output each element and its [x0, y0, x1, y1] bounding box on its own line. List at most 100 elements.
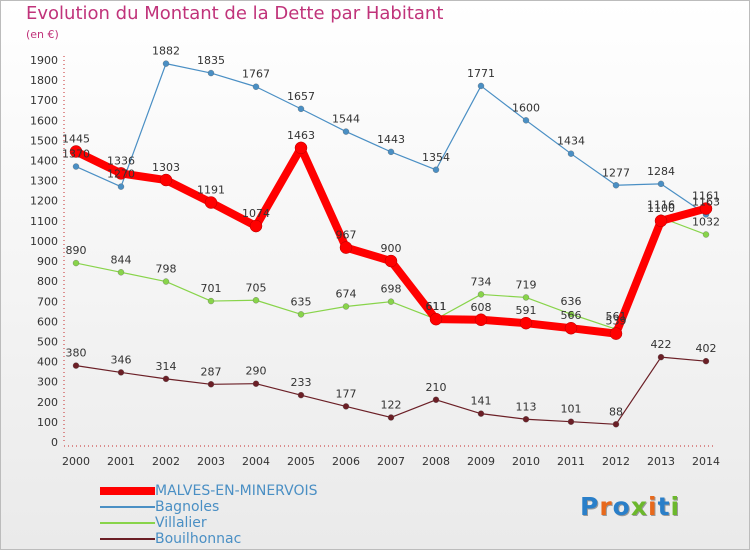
- data-label-0: 566: [561, 309, 582, 322]
- y-tick-label: 1900: [30, 54, 58, 67]
- data-label-3: 402: [696, 342, 717, 355]
- data-point-0: [384, 254, 398, 268]
- data-label-1: 1443: [377, 133, 405, 146]
- y-tick-label: 1000: [30, 235, 58, 248]
- data-label-3: 101: [561, 403, 582, 416]
- chart-subtitle: (en €): [26, 28, 59, 41]
- data-point-3: [702, 358, 710, 365]
- x-tick-label: 2003: [197, 455, 225, 468]
- y-tick-label: 800: [37, 275, 58, 288]
- data-label-3: 233: [291, 376, 312, 389]
- y-tick-label: 1800: [30, 74, 58, 87]
- data-point-0: [429, 312, 443, 326]
- data-label-1: 1771: [467, 67, 495, 80]
- data-point-2: [72, 259, 80, 267]
- data-label-1: 1370: [62, 148, 90, 161]
- data-point-2: [117, 269, 125, 276]
- data-label-2: 1116: [647, 199, 675, 212]
- data-point-1: [432, 166, 440, 173]
- x-tick-label: 2004: [242, 455, 270, 468]
- y-tick-label: 500: [37, 335, 58, 348]
- y-tick-label: 1400: [30, 155, 58, 168]
- data-point-3: [612, 421, 620, 428]
- data-label-0: 1303: [152, 161, 180, 174]
- data-point-3: [297, 392, 305, 399]
- x-tick-label: 2006: [332, 455, 360, 468]
- y-tick-label: 0: [51, 436, 58, 449]
- data-label-0: 1100: [647, 202, 675, 215]
- data-point-1: [297, 105, 305, 113]
- data-point-2: [342, 303, 350, 310]
- legend-swatch-bouilhonnac: [100, 538, 155, 540]
- logo-letter: r: [599, 492, 613, 521]
- data-label-1: 1544: [332, 113, 360, 126]
- data-point-3: [432, 396, 440, 403]
- logo-letter: x: [630, 492, 648, 521]
- logo-letter: i: [648, 492, 658, 521]
- data-label-0: 608: [471, 301, 492, 314]
- data-label-3: 113: [516, 400, 537, 413]
- data-label-2: 701: [201, 282, 222, 295]
- data-point-2: [297, 311, 305, 318]
- data-point-0: [249, 219, 263, 233]
- data-label-2: 635: [291, 295, 312, 308]
- data-label-1: 1767: [242, 68, 270, 81]
- series-layer: [69, 60, 713, 428]
- data-point-1: [72, 163, 80, 170]
- data-label-1: 1270: [107, 168, 135, 181]
- data-point-3: [117, 369, 125, 376]
- logo-letter: o: [612, 492, 631, 521]
- data-label-0: 1074: [242, 207, 270, 220]
- data-label-0: 611: [426, 300, 447, 313]
- y-tick-label: 1700: [30, 94, 58, 107]
- x-tick-label: 2011: [557, 455, 585, 468]
- data-point-1: [117, 183, 125, 190]
- data-point-0: [519, 316, 533, 330]
- data-point-1: [207, 69, 215, 77]
- data-label-1: 1163: [692, 195, 720, 208]
- data-point-2: [387, 298, 395, 305]
- data-label-3: 177: [336, 387, 357, 400]
- data-label-1: 1284: [647, 165, 675, 178]
- data-point-1: [387, 148, 395, 156]
- x-tick-label: 2009: [467, 455, 495, 468]
- data-label-1: 1657: [287, 90, 315, 103]
- legend-label-bagnoles: Bagnoles: [155, 499, 220, 515]
- data-label-3: 210: [426, 381, 447, 394]
- y-tick-label: 200: [37, 396, 58, 409]
- y-tick-label: 1100: [30, 215, 58, 228]
- data-point-1: [567, 150, 575, 157]
- data-label-0: 539: [606, 315, 627, 328]
- data-point-0: [609, 327, 623, 340]
- y-tick-label: 100: [37, 416, 58, 429]
- data-point-0: [699, 202, 713, 215]
- x-tick-label: 2005: [287, 455, 315, 468]
- data-label-2: 1032: [692, 216, 720, 229]
- data-label-2: 698: [381, 283, 402, 296]
- data-point-0: [339, 241, 353, 254]
- legend-swatch-villalier: [100, 522, 155, 524]
- data-point-3: [387, 414, 395, 421]
- x-tick-label: 2010: [512, 455, 540, 468]
- data-label-2: 705: [246, 281, 267, 294]
- data-point-2: [702, 231, 710, 238]
- data-point-1: [162, 60, 170, 67]
- legend-swatch-malves: [100, 487, 155, 495]
- data-point-3: [252, 380, 260, 387]
- data-label-2: 798: [156, 263, 177, 276]
- data-label-3: 287: [201, 365, 222, 378]
- y-tick-label: 700: [37, 295, 58, 308]
- data-label-3: 380: [66, 347, 87, 360]
- data-label-0: 1161: [692, 190, 720, 203]
- data-label-0: 900: [381, 242, 402, 255]
- data-point-0: [654, 214, 668, 228]
- data-point-3: [567, 418, 575, 425]
- data-label-2: 674: [336, 287, 357, 300]
- data-label-2: 561: [606, 310, 627, 323]
- data-point-3: [72, 362, 80, 369]
- data-point-2: [207, 297, 215, 305]
- legend-label-bouilhonnac: Bouilhonnac: [155, 531, 242, 547]
- data-label-2: 636: [561, 295, 582, 308]
- data-point-1: [477, 82, 485, 90]
- y-tick-label: 900: [37, 255, 58, 268]
